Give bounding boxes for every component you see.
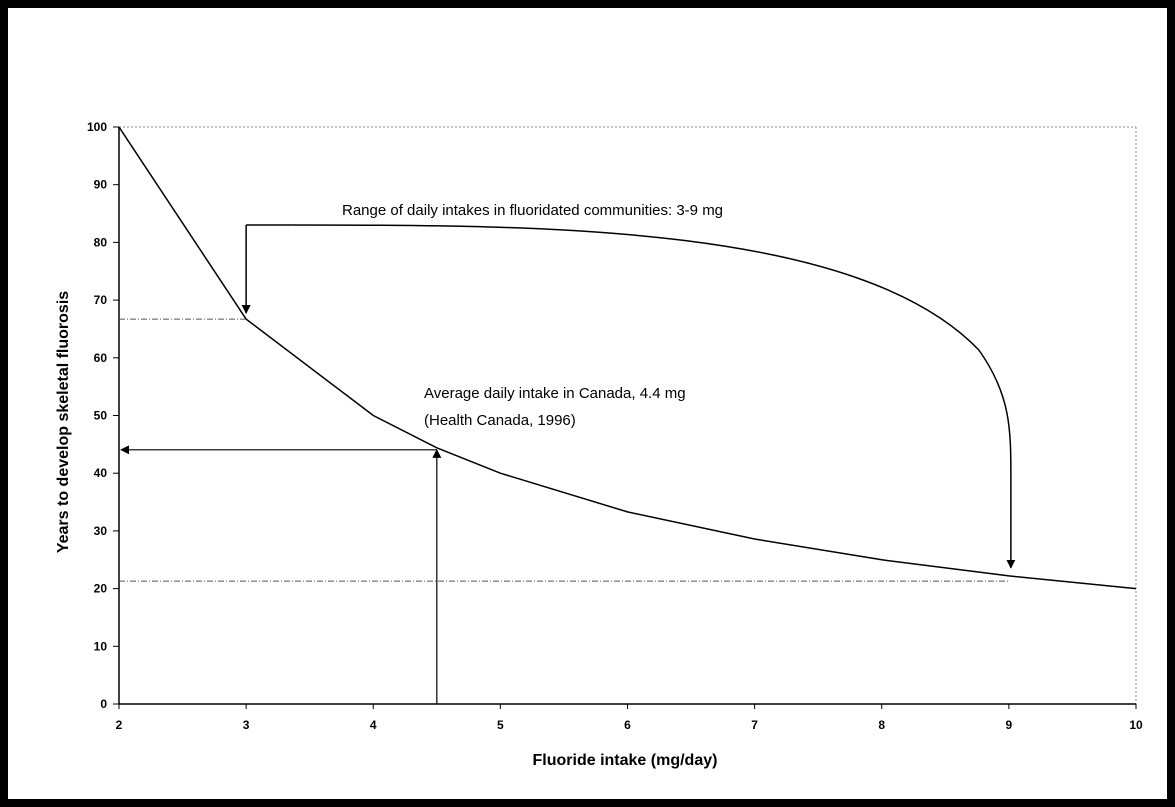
y-tick-label: 10 bbox=[94, 639, 108, 653]
annotation-range: Range of daily intakes in fluoridated co… bbox=[342, 202, 723, 219]
x-tick-label: 7 bbox=[751, 718, 758, 732]
y-tick-label: 20 bbox=[94, 582, 108, 596]
y-tick-label: 100 bbox=[87, 120, 107, 134]
x-tick-label: 3 bbox=[243, 718, 250, 732]
range-arrow-curve bbox=[291, 224, 1016, 569]
y-tick-label: 40 bbox=[94, 466, 108, 480]
x-tick-label: 8 bbox=[878, 718, 885, 732]
x-tick-label: 5 bbox=[497, 718, 504, 732]
x-axis-title: Fluoride intake (mg/day) bbox=[533, 752, 718, 769]
x-tick-label: 9 bbox=[1006, 718, 1013, 732]
x-tick-label: 10 bbox=[1129, 718, 1143, 732]
annotation-average-line2: (Health Canada, 1996) bbox=[424, 412, 576, 429]
y-tick-label: 70 bbox=[94, 293, 108, 307]
y-tick-label: 30 bbox=[94, 524, 108, 538]
y-tick-label: 60 bbox=[94, 351, 108, 365]
y-tick-label: 50 bbox=[94, 409, 108, 423]
y-tick-label: 90 bbox=[94, 178, 108, 192]
x-tick-label: 6 bbox=[624, 718, 631, 732]
x-tick-label: 2 bbox=[116, 718, 123, 732]
annotation-average-line1: Average daily intake in Canada, 4.4 mg bbox=[424, 385, 686, 402]
x-tick-label: 4 bbox=[370, 718, 377, 732]
y-tick-label: 80 bbox=[94, 235, 108, 249]
y-tick-label: 0 bbox=[100, 697, 107, 711]
y-axis-title: Years to develop skeletal fluorosis bbox=[55, 291, 72, 553]
series-line bbox=[118, 126, 1137, 590]
plot-area bbox=[118, 126, 1137, 705]
